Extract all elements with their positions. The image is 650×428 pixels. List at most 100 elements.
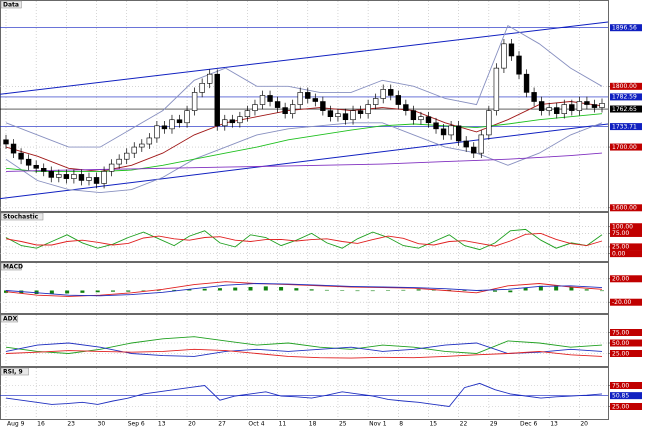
x-tick-label: 22 xyxy=(460,421,468,428)
histogram-bar xyxy=(65,290,70,294)
candle-body xyxy=(569,104,575,111)
y-tick-label: 25.00 xyxy=(612,350,629,357)
candle-body xyxy=(222,119,228,127)
candle-body xyxy=(403,104,409,111)
price-marker-label: 1733.71 xyxy=(612,123,637,130)
histogram-bar xyxy=(95,290,100,293)
panel-title: MACD xyxy=(3,263,23,270)
y-tick-box xyxy=(610,143,642,151)
histogram-bar xyxy=(263,286,268,291)
x-tick-label: 27 xyxy=(218,421,226,428)
panel-title: Stochastic xyxy=(3,213,39,220)
candle-body xyxy=(410,110,417,121)
trend-line xyxy=(0,21,609,95)
series-line xyxy=(5,152,603,172)
histogram-bar xyxy=(279,286,284,291)
candle-body xyxy=(78,174,85,181)
histogram-bar xyxy=(156,290,161,291)
candle-body xyxy=(101,171,107,184)
histogram-bar xyxy=(538,285,543,291)
y-tick-label: 25.00 xyxy=(612,403,629,410)
histogram-bar xyxy=(401,289,406,291)
candle-body xyxy=(531,92,537,102)
y-tick-box xyxy=(610,275,642,283)
candle-body xyxy=(554,107,560,114)
candle-body xyxy=(25,158,32,166)
candle-body xyxy=(56,174,62,178)
candle-body xyxy=(335,113,341,117)
y-tick-label: 75.00 xyxy=(612,230,629,237)
candle-body xyxy=(267,95,273,102)
y-tick-label: 1800.00 xyxy=(612,83,637,90)
candle-body xyxy=(18,152,24,160)
candle-body xyxy=(312,98,319,102)
panel-title-box xyxy=(0,367,29,376)
candle-body xyxy=(342,113,349,121)
candle-body xyxy=(48,171,54,178)
histogram-bar xyxy=(172,289,177,291)
candle-body xyxy=(274,101,281,108)
y-tick-label: 75.00 xyxy=(612,382,629,389)
y-tick-label: 100.00 xyxy=(612,224,633,231)
price-marker-label: 1896.56 xyxy=(612,24,637,31)
price-marker-box xyxy=(610,123,642,131)
candle-body xyxy=(493,67,500,111)
histogram-bar xyxy=(187,289,192,291)
candle-body xyxy=(538,101,545,111)
y-tick-label: 1700.00 xyxy=(612,144,637,151)
panel-title: RSI, 9 xyxy=(3,368,23,375)
histogram-bar xyxy=(309,289,314,291)
x-tick-label: 30 xyxy=(98,421,106,428)
candle-body xyxy=(388,89,394,96)
candle-body xyxy=(584,101,590,105)
histogram-bar xyxy=(4,290,8,293)
candle-body xyxy=(357,110,364,114)
candle-body xyxy=(516,55,522,75)
candle-body xyxy=(282,107,288,114)
histogram-bar xyxy=(600,290,604,292)
candle-body xyxy=(591,104,598,108)
histogram-bar xyxy=(340,290,345,291)
candle-body xyxy=(86,177,92,181)
candle-body xyxy=(63,174,70,179)
y-tick-label: 0.00 xyxy=(612,250,626,257)
candle-body xyxy=(305,92,311,99)
candle-body xyxy=(576,101,583,111)
price-marker-box xyxy=(610,93,642,101)
histogram-bar xyxy=(294,288,299,291)
panel xyxy=(0,262,609,314)
series-line xyxy=(5,283,603,297)
y-tick-box xyxy=(610,350,642,357)
candle-body xyxy=(320,101,326,111)
candle-body xyxy=(448,125,454,136)
y-tick-box xyxy=(610,403,642,410)
x-tick-label: 23 xyxy=(67,421,75,428)
candle-body xyxy=(93,177,100,184)
candle-body xyxy=(418,116,424,121)
histogram-bar xyxy=(554,285,559,291)
candle-body xyxy=(463,140,469,148)
candle-body xyxy=(380,89,386,99)
candle-body xyxy=(471,146,477,154)
price-marker-box xyxy=(610,392,642,400)
x-tick-label: 29 xyxy=(490,421,498,428)
candle-body xyxy=(252,104,258,111)
y-tick-box xyxy=(610,223,642,231)
candle-body xyxy=(206,73,213,84)
y-tick-label: 25.00 xyxy=(612,244,629,251)
candle-body xyxy=(508,43,515,57)
trend-line xyxy=(0,123,609,200)
series-line xyxy=(5,24,603,148)
candle-body xyxy=(161,125,168,130)
price-marker-label: 50.85 xyxy=(612,392,629,399)
histogram-bar xyxy=(447,289,452,291)
candle-body xyxy=(169,119,175,130)
histogram-bar xyxy=(248,286,253,291)
candle-body xyxy=(154,125,160,139)
histogram-bar xyxy=(569,286,574,291)
y-tick-box xyxy=(610,243,642,251)
candle-body xyxy=(199,82,205,93)
candle-body xyxy=(486,110,492,136)
x-tick-label: Dec 6 xyxy=(520,421,538,428)
x-tick-label: 20 xyxy=(188,421,196,428)
